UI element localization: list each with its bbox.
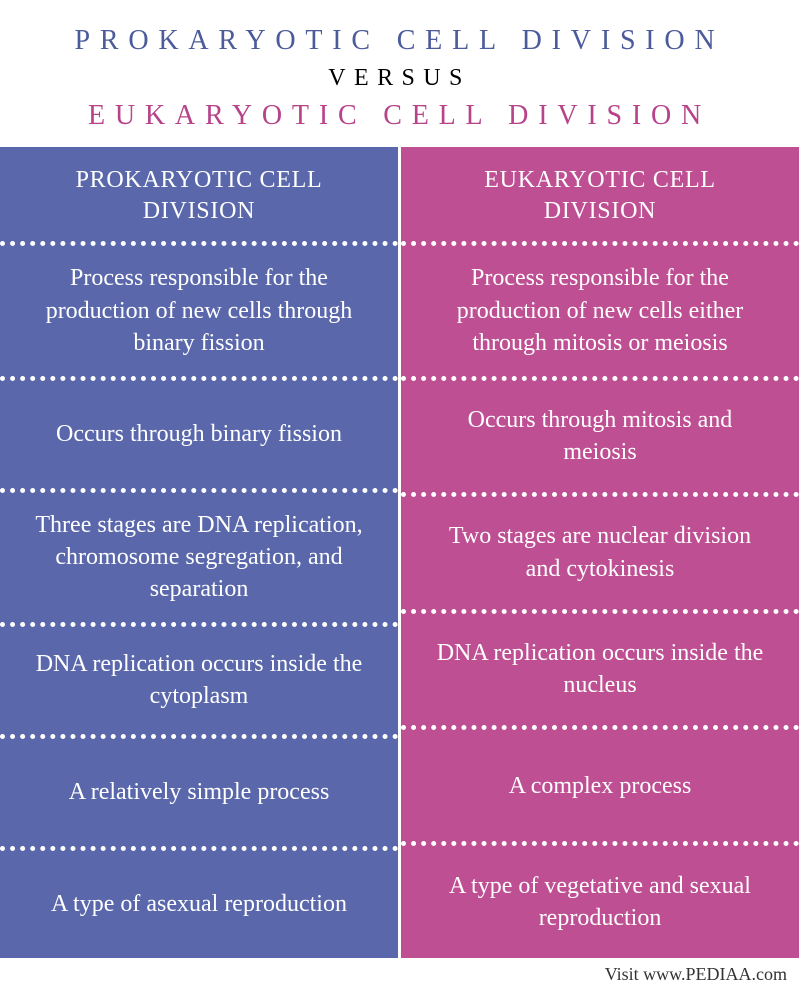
left-row-2: Three stages are DNA replication, chromo… [0, 488, 398, 622]
column-left-header: PROKARYOTIC CELL DIVISION [0, 147, 398, 241]
header-versus: VERSUS [10, 65, 789, 100]
right-row-0: Process responsible for the production o… [401, 241, 799, 375]
right-row-5: A type of vegetative and sexual reproduc… [401, 841, 799, 957]
right-row-3: DNA replication occurs inside the nucleu… [401, 609, 799, 725]
left-row-1: Occurs through binary fission [0, 376, 398, 488]
right-row-4: A complex process [401, 725, 799, 841]
footer-credit: Visit www.PEDIAA.com [0, 958, 799, 993]
left-row-0: Process responsible for the production o… [0, 241, 398, 375]
comparison-columns: PROKARYOTIC CELL DIVISION Process respon… [0, 147, 799, 958]
right-row-1: Occurs through mitosis and meiosis [401, 376, 799, 492]
header-title-prokaryotic: PROKARYOTIC CELL DIVISION [10, 25, 789, 65]
column-left: PROKARYOTIC CELL DIVISION Process respon… [0, 147, 398, 958]
left-row-3: DNA replication occurs inside the cytopl… [0, 622, 398, 734]
infographic-container: PROKARYOTIC CELL DIVISION VERSUS EUKARYO… [0, 0, 799, 993]
column-right: EUKARYOTIC CELL DIVISION Process respons… [401, 147, 799, 958]
header-title-eukaryotic: EUKARYOTIC CELL DIVISION [10, 100, 789, 132]
column-right-header: EUKARYOTIC CELL DIVISION [401, 147, 799, 241]
left-row-4: A relatively simple process [0, 734, 398, 846]
header: PROKARYOTIC CELL DIVISION VERSUS EUKARYO… [0, 0, 799, 147]
right-row-2: Two stages are nuclear division and cyto… [401, 492, 799, 608]
left-row-5: A type of asexual reproduction [0, 846, 398, 958]
